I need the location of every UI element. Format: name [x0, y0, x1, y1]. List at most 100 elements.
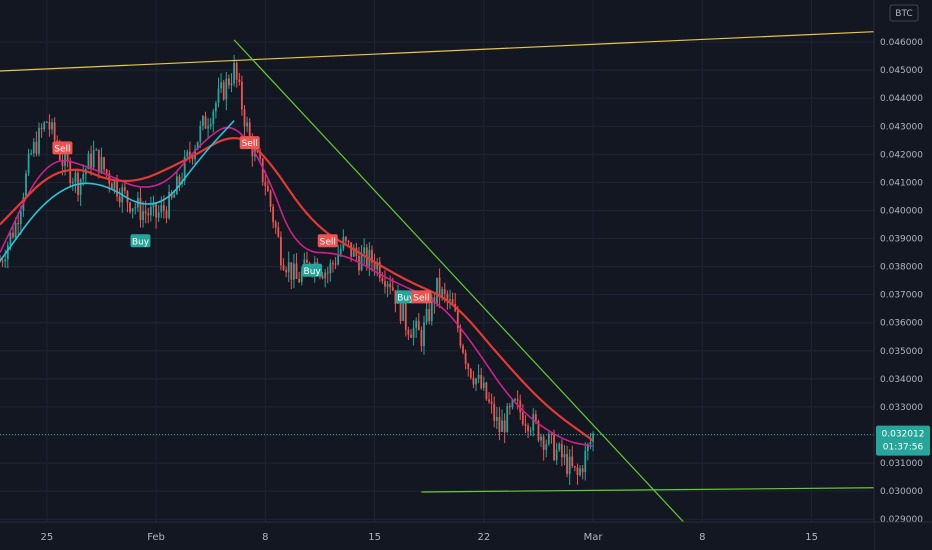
y-tick-label: 0.039000: [880, 235, 923, 245]
resistance-trendline[interactable]: [0, 31, 875, 72]
y-tick-label: 0.029000: [880, 515, 923, 525]
candle-body: [495, 416, 498, 421]
candle-body: [347, 240, 350, 243]
support-trendline[interactable]: [421, 487, 875, 493]
trendlines[interactable]: [0, 31, 875, 526]
candle-body: [524, 424, 527, 426]
candle-body: [142, 211, 144, 221]
candle-body: [501, 420, 503, 432]
candle-body: [147, 213, 150, 216]
candle-body: [12, 232, 14, 238]
candle-body: [134, 207, 137, 209]
candle-body: [581, 468, 584, 473]
candle-body: [264, 181, 267, 187]
sell-signal: [317, 234, 338, 248]
candle-body: [592, 433, 594, 442]
candle-body: [259, 152, 262, 159]
candle-body: [201, 116, 204, 126]
candle-body: [571, 456, 574, 467]
candle-body: [423, 322, 425, 347]
candle-body: [95, 149, 98, 151]
buy-signal: [130, 234, 151, 248]
candle-body: [537, 420, 540, 441]
candle-body: [363, 247, 366, 254]
candle-body: [168, 192, 170, 219]
candle-body: [371, 249, 373, 263]
candle-body: [246, 122, 249, 127]
candle-body: [566, 454, 568, 475]
y-tick-label: 0.030000: [880, 487, 923, 497]
candle-body: [82, 174, 85, 180]
candle-body: [0, 261, 1, 262]
candle-body: [32, 141, 35, 154]
candle-body: [183, 156, 186, 181]
candle-body: [74, 172, 77, 183]
y-tick-label: 0.033000: [880, 403, 923, 413]
candle-body: [480, 374, 483, 389]
x-tick-label: 22: [477, 532, 490, 543]
candle-body: [529, 430, 532, 432]
sell-signal: [52, 141, 73, 155]
candle-body: [360, 253, 363, 271]
candle-body: [407, 329, 410, 335]
candle-body: [116, 180, 118, 197]
candle-body: [64, 151, 66, 166]
candle-body: [157, 212, 160, 218]
candle-body: [188, 151, 191, 157]
candle-body: [462, 345, 464, 353]
candle-body: [4, 259, 7, 262]
candle-body: [394, 290, 397, 304]
x-tick-label: 8: [699, 532, 705, 543]
y-tick-label: 0.034000: [880, 375, 923, 385]
candle-body: [71, 182, 74, 184]
candle-body: [261, 158, 264, 182]
candle-body: [508, 405, 511, 408]
downtrend-trendline[interactable]: [233, 39, 688, 526]
candle-body: [324, 272, 327, 279]
candle-body: [178, 176, 181, 184]
candle-body: [475, 378, 477, 385]
candle-body: [503, 420, 506, 433]
time-axis-labels: 25 Feb 8 15 22 Mar 8 15: [40, 532, 817, 543]
candle-body: [402, 303, 405, 321]
candle-body: [196, 141, 199, 150]
candle-body: [420, 330, 423, 347]
candle-body: [521, 412, 524, 425]
candle-body: [173, 194, 176, 198]
candle-body: [306, 259, 308, 263]
candle-body: [30, 153, 33, 155]
candle-body: [449, 299, 451, 301]
y-tick-label: 0.041000: [880, 178, 923, 188]
candle-body: [45, 121, 48, 123]
candle-body: [493, 403, 496, 421]
candle-body: [446, 293, 449, 301]
candle-body: [386, 283, 389, 287]
candle-body: [105, 169, 108, 174]
x-tick-label: 15: [805, 532, 818, 543]
candle-body: [35, 141, 38, 154]
candle-body: [238, 79, 241, 82]
candle-body: [436, 277, 438, 304]
candle-body: [269, 191, 272, 207]
candle-body: [558, 444, 561, 450]
candle-body: [451, 299, 454, 304]
candle-body: [113, 180, 116, 190]
candle-body: [204, 116, 207, 129]
candle-body: [103, 157, 105, 170]
candle-body: [243, 109, 246, 127]
candle-body: [40, 127, 43, 130]
candle-body: [126, 190, 129, 203]
candle-body: [430, 297, 433, 322]
sell-signal-label: Sell: [54, 144, 70, 154]
candle-body: [48, 121, 51, 130]
time-axis[interactable]: [0, 522, 874, 550]
symbol-badge[interactable]: BTC: [889, 4, 919, 22]
candle-body: [51, 122, 53, 130]
candle-body: [415, 320, 418, 329]
candle-body: [233, 62, 236, 84]
candle-body: [14, 222, 17, 238]
candle-body: [586, 444, 589, 451]
